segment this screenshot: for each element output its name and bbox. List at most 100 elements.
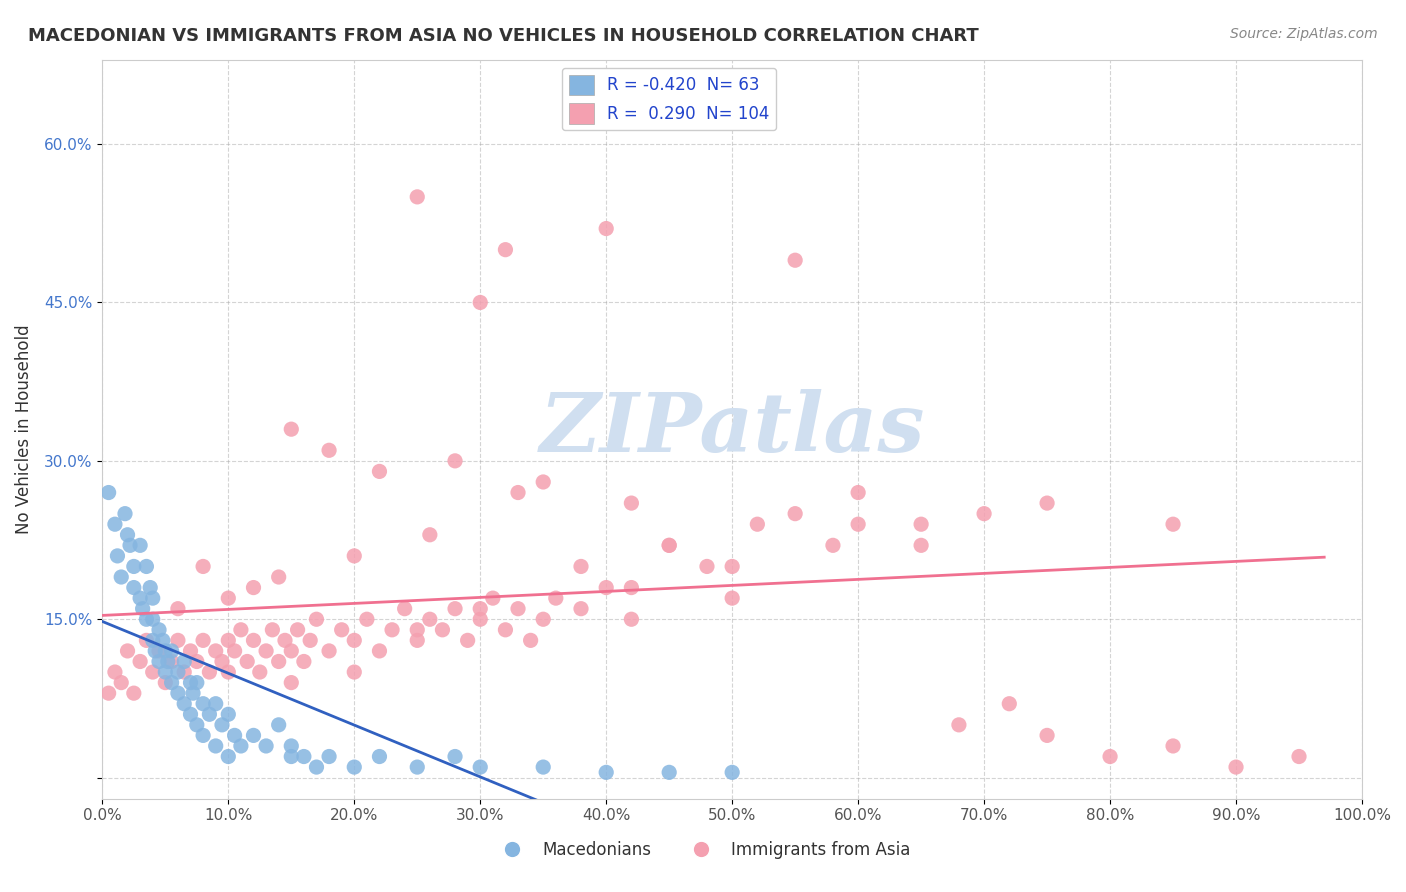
Point: [186, 655, 208, 669]
Point: [470, 601, 492, 615]
Point: [122, 686, 145, 700]
Point: [721, 765, 744, 780]
Point: [249, 665, 271, 679]
Point: [129, 538, 152, 552]
Point: [198, 665, 221, 679]
Point: [998, 697, 1021, 711]
Point: [155, 644, 177, 658]
Point: [229, 623, 252, 637]
Point: [318, 644, 340, 658]
Point: [368, 644, 391, 658]
Point: [910, 538, 932, 552]
Point: [1036, 728, 1059, 742]
Point: [198, 707, 221, 722]
Point: [595, 221, 617, 235]
Point: [531, 475, 554, 489]
Point: [292, 655, 315, 669]
Point: [658, 538, 681, 552]
Point: [122, 581, 145, 595]
Legend: Macedonians, Immigrants from Asia: Macedonians, Immigrants from Asia: [489, 835, 917, 866]
Point: [494, 623, 516, 637]
Point: [1161, 739, 1184, 753]
Point: [696, 559, 718, 574]
Point: [224, 644, 246, 658]
Point: [186, 675, 208, 690]
Point: [167, 633, 190, 648]
Point: [179, 644, 201, 658]
Point: [470, 612, 492, 626]
Point: [569, 601, 592, 615]
Point: [186, 718, 208, 732]
Point: [267, 570, 290, 584]
Point: [531, 760, 554, 774]
Point: [785, 253, 807, 268]
Point: [156, 655, 179, 669]
Point: [142, 633, 165, 648]
Point: [721, 559, 744, 574]
Point: [544, 591, 567, 606]
Point: [142, 591, 165, 606]
Point: [117, 644, 139, 658]
Point: [217, 749, 239, 764]
Point: [110, 570, 132, 584]
Point: [419, 612, 441, 626]
Point: [287, 623, 309, 637]
Point: [152, 633, 174, 648]
Point: [122, 559, 145, 574]
Point: [406, 760, 429, 774]
Point: [846, 517, 869, 532]
Point: [910, 517, 932, 532]
Point: [406, 190, 429, 204]
Text: MACEDONIAN VS IMMIGRANTS FROM ASIA NO VEHICLES IN HOUSEHOLD CORRELATION CHART: MACEDONIAN VS IMMIGRANTS FROM ASIA NO VE…: [28, 27, 979, 45]
Point: [242, 581, 264, 595]
Point: [519, 633, 541, 648]
Point: [142, 665, 165, 679]
Point: [595, 765, 617, 780]
Point: [444, 601, 467, 615]
Point: [1225, 760, 1247, 774]
Point: [274, 633, 297, 648]
Point: [135, 612, 157, 626]
Point: [173, 655, 195, 669]
Point: [160, 655, 183, 669]
Point: [173, 665, 195, 679]
Point: [305, 760, 328, 774]
Point: [217, 633, 239, 648]
Point: [494, 243, 516, 257]
Point: [531, 612, 554, 626]
Point: [343, 549, 366, 563]
Point: [155, 665, 177, 679]
Point: [444, 454, 467, 468]
Point: [148, 655, 170, 669]
Point: [160, 644, 183, 658]
Point: [142, 612, 165, 626]
Point: [506, 601, 529, 615]
Point: [97, 485, 120, 500]
Point: [143, 644, 166, 658]
Point: [785, 507, 807, 521]
Point: [470, 760, 492, 774]
Point: [114, 507, 136, 521]
Point: [821, 538, 844, 552]
Point: [620, 581, 643, 595]
Point: [191, 697, 214, 711]
Point: [305, 612, 328, 626]
Point: [846, 485, 869, 500]
Point: [262, 623, 284, 637]
Text: ZIPatlas: ZIPatlas: [540, 389, 925, 469]
Point: [117, 528, 139, 542]
Point: [179, 707, 201, 722]
Point: [211, 655, 233, 669]
Point: [318, 443, 340, 458]
Point: [204, 739, 226, 753]
Point: [658, 538, 681, 552]
Point: [160, 675, 183, 690]
Point: [148, 623, 170, 637]
Point: [343, 665, 366, 679]
Point: [343, 760, 366, 774]
Point: [179, 675, 201, 690]
Point: [204, 644, 226, 658]
Point: [204, 697, 226, 711]
Point: [569, 559, 592, 574]
Point: [155, 675, 177, 690]
